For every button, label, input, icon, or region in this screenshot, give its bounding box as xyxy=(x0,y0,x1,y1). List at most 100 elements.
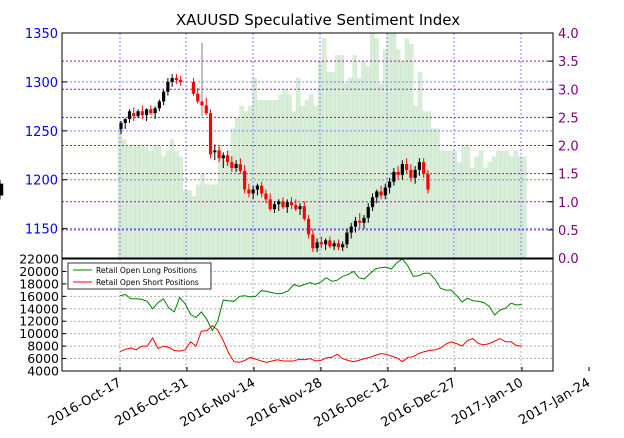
left-tick-label: 1350 xyxy=(25,27,58,42)
sentiment-ratio-bar xyxy=(413,105,418,259)
sentiment-ratio-bar xyxy=(291,111,297,259)
chart-title: XAUUSD Speculative Sentiment Index xyxy=(176,11,460,29)
candle-body xyxy=(225,155,230,163)
sentiment-ratio-bar xyxy=(496,150,501,259)
sentiment-ratio-bar xyxy=(165,150,170,259)
sentiment-ratio-bar xyxy=(213,184,218,259)
right-tick-label: 1.0 xyxy=(558,196,579,211)
long-positions-line xyxy=(119,258,522,332)
candle-body xyxy=(247,189,251,194)
sentiment-ratio-bar xyxy=(339,55,344,259)
right-tick-label: 3.5 xyxy=(558,55,579,70)
candle-body xyxy=(140,111,144,116)
bottom-y-tick-label: 12000 xyxy=(19,314,59,329)
candle-body xyxy=(174,78,179,80)
candle-body xyxy=(383,187,387,196)
sentiment-ratio-bar xyxy=(235,117,240,259)
sentiment-ratio-bar xyxy=(122,139,127,259)
candle-body xyxy=(136,111,140,117)
candle-body xyxy=(260,185,264,194)
sentiment-ratio-bar xyxy=(522,156,527,259)
candle-body xyxy=(289,202,294,206)
candle-body xyxy=(353,220,358,227)
candle-body xyxy=(422,162,426,174)
bottom-axis-ticks: 4000600080001000012000140001600018000200… xyxy=(19,252,66,379)
legend-label: Retail Open Short Positions xyxy=(96,278,199,287)
candle-body xyxy=(341,244,345,248)
right-tick-label: 2.5 xyxy=(558,111,579,126)
sentiment-ratio-bar xyxy=(322,38,327,259)
candle-body xyxy=(132,113,136,117)
sentiment-ratio-bar xyxy=(343,83,349,259)
x-tick-label: 2016-Nov-28 xyxy=(245,375,325,430)
candle-body xyxy=(230,162,234,168)
sentiment-ratio-bar xyxy=(491,156,497,259)
sentiment-ratio-bar xyxy=(335,55,340,259)
sentiment-ratio-bar xyxy=(200,173,205,259)
sentiment-ratio-bar xyxy=(439,150,444,259)
sentiment-ratio-bar xyxy=(204,184,210,259)
candle-body xyxy=(277,201,281,205)
bottom-y-tick-label: 18000 xyxy=(19,276,59,291)
right-tick-label: 4.0 xyxy=(558,27,579,42)
sentiment-ratio-bar xyxy=(287,94,292,259)
candle-body xyxy=(200,101,204,106)
legend-label: Retail Open Long Positions xyxy=(96,266,197,275)
bottom-panel-frame xyxy=(61,258,554,372)
bottom-y-tick-label: 4000 xyxy=(27,364,59,379)
candle-body xyxy=(324,240,328,245)
sentiment-ratio-bar xyxy=(365,66,371,259)
sentiment-ratio-bar xyxy=(278,94,284,259)
sentiment-ratio-bar xyxy=(296,77,301,259)
bottom-y-tick-label: 14000 xyxy=(19,301,59,316)
candle-body xyxy=(375,191,379,198)
candle-body xyxy=(268,199,272,210)
candle-body xyxy=(315,242,319,249)
candle-body xyxy=(366,207,370,218)
candle-body xyxy=(294,205,298,210)
x-tick-label: 2016-Oct-17 xyxy=(46,375,124,429)
candle-body xyxy=(387,181,392,188)
sentiment-ratio-bar xyxy=(404,38,410,259)
candle-body xyxy=(170,78,174,82)
bottom-y-tick-label: 6000 xyxy=(27,351,59,366)
candle-body xyxy=(328,240,332,247)
candle-body xyxy=(191,81,196,94)
candle-body xyxy=(319,242,323,245)
right-axis-ticks: 0.0 0.5 1.0 1.5 2.0 2.5 3.0 3.5 4.0 xyxy=(548,27,579,267)
sentiment-ratio-bar xyxy=(435,128,440,259)
left-tick-label: 1200 xyxy=(25,174,58,189)
sentiment-ratio-bar xyxy=(474,156,479,259)
sentiment-ratio-bar xyxy=(178,156,184,259)
sentiment-ratio-bar xyxy=(248,105,253,259)
candle-body xyxy=(157,101,161,109)
sentiment-ratio-bar xyxy=(356,77,362,259)
sentiment-ratio-bar xyxy=(187,190,192,259)
sentiment-ratio-bar xyxy=(182,190,188,259)
candle-body xyxy=(179,79,183,82)
candle-body xyxy=(166,81,170,92)
bottom-y-tick-label: 10000 xyxy=(19,326,59,341)
candle-body xyxy=(285,202,289,208)
candle-body xyxy=(405,164,409,170)
right-tick-label: 2.0 xyxy=(558,140,579,155)
right-tick-label: 0.5 xyxy=(558,224,579,239)
x-tick-label: 2017-Jan-10 xyxy=(449,375,526,428)
sentiment-ratio-bar xyxy=(430,128,436,259)
candle-body xyxy=(413,169,417,178)
x-tick-label: 2016-Dec-27 xyxy=(379,375,459,430)
sentiment-ratio-bar xyxy=(487,162,492,259)
sentiment-ratio-bar xyxy=(174,150,179,259)
sentiment-ratio-bar xyxy=(169,139,175,259)
bottom-y-tick-label: 20000 xyxy=(19,264,59,279)
candle-body xyxy=(208,113,213,155)
sentiment-ratio-bar xyxy=(483,167,488,259)
legend-box xyxy=(67,262,212,290)
sentiment-ratio-bar xyxy=(222,156,227,259)
sentiment-ratio-bar xyxy=(374,38,379,259)
left-axis-ticks: 1150 1200 1250 1300 1350 xyxy=(25,27,67,238)
candle-body xyxy=(400,164,404,175)
candle-body xyxy=(153,108,157,114)
sentiment-ratio-bar xyxy=(452,150,458,259)
